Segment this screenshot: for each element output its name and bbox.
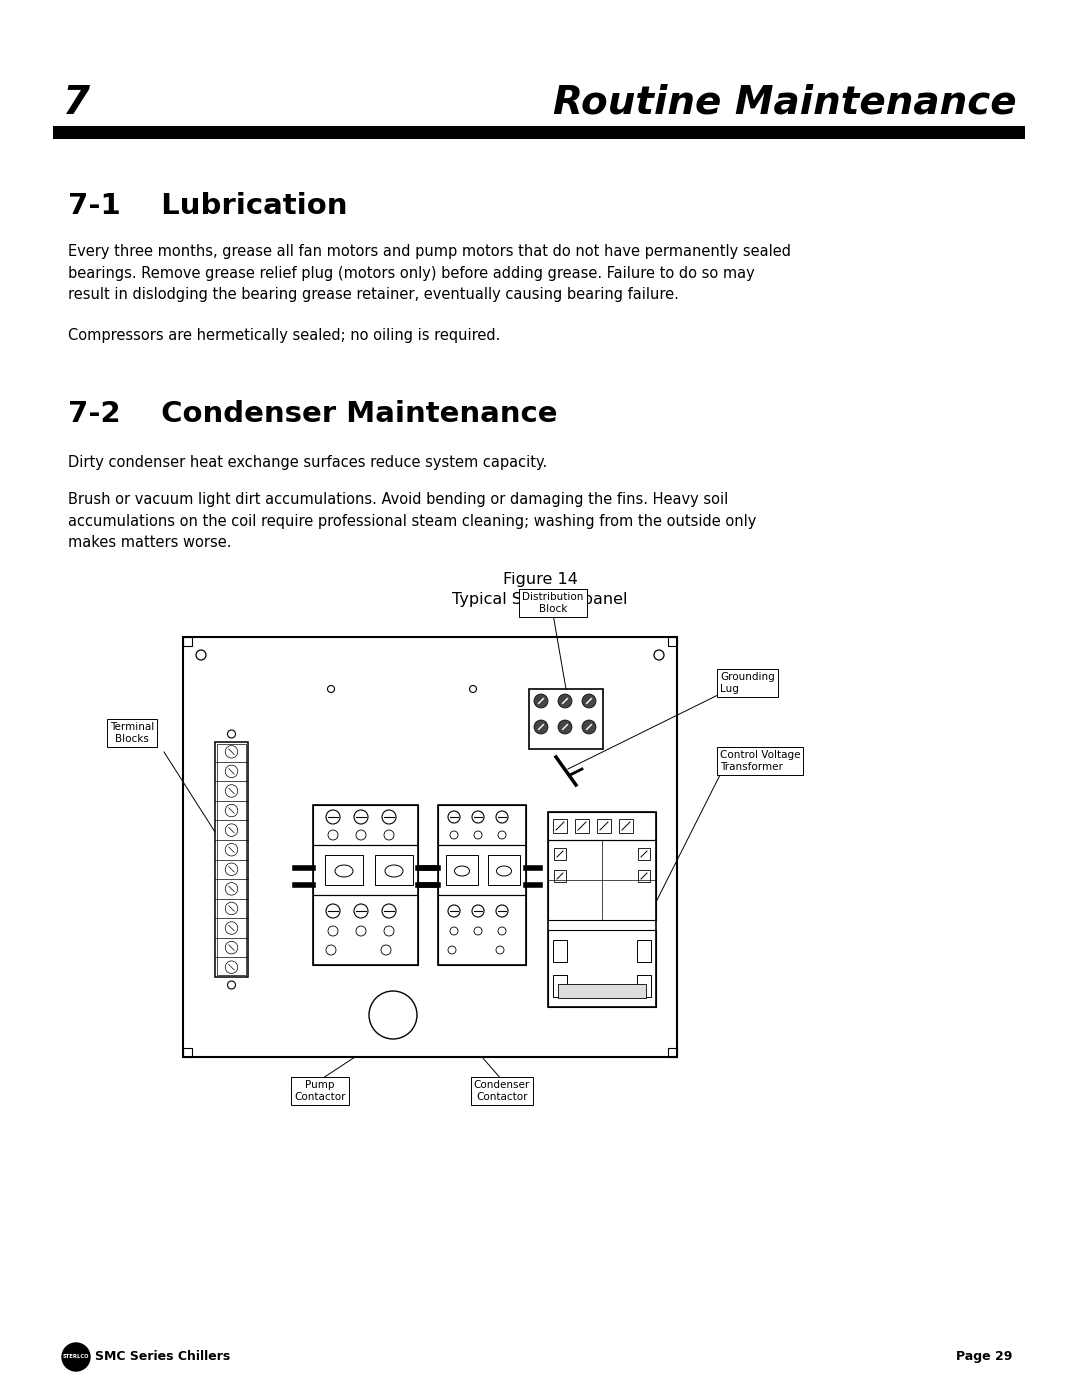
Circle shape — [582, 719, 596, 733]
Bar — [554, 870, 566, 882]
Bar — [313, 845, 418, 895]
Bar — [619, 819, 633, 833]
Bar — [548, 930, 656, 1007]
Bar — [375, 855, 413, 886]
Bar — [215, 742, 248, 977]
Circle shape — [534, 719, 548, 733]
Text: Pump
Contactor: Pump Contactor — [294, 1080, 346, 1102]
Circle shape — [558, 694, 572, 708]
Text: Every three months, grease all fan motors and pump motors that do not have perma: Every three months, grease all fan motor… — [68, 244, 791, 302]
Bar — [438, 895, 526, 965]
Bar — [637, 940, 651, 963]
Bar — [548, 812, 656, 1007]
Text: STERLCO: STERLCO — [63, 1355, 90, 1359]
Text: Typical SMC Subpanel: Typical SMC Subpanel — [453, 592, 627, 608]
Text: 7: 7 — [63, 84, 90, 122]
Bar — [313, 805, 418, 845]
Circle shape — [534, 694, 548, 708]
Text: SMC Series Chillers: SMC Series Chillers — [95, 1350, 230, 1363]
Bar — [529, 689, 603, 749]
Bar — [446, 855, 478, 886]
Bar — [575, 819, 589, 833]
Text: 7-1    Lubrication: 7-1 Lubrication — [68, 191, 348, 219]
Text: Terminal
Blocks: Terminal Blocks — [110, 722, 154, 743]
Text: Condenser
Contactor: Condenser Contactor — [474, 1080, 530, 1102]
Bar — [488, 855, 519, 886]
Bar — [638, 848, 650, 861]
Bar — [669, 637, 677, 645]
Bar — [548, 812, 656, 840]
Bar — [637, 975, 651, 997]
Bar — [554, 848, 566, 861]
Circle shape — [582, 694, 596, 708]
Circle shape — [62, 1343, 90, 1370]
Bar — [558, 983, 646, 997]
Circle shape — [558, 719, 572, 733]
Bar — [325, 855, 363, 886]
Bar — [553, 975, 567, 997]
Bar — [438, 805, 526, 845]
Bar — [183, 637, 677, 1058]
Text: Brush or vacuum light dirt accumulations. Avoid bending or damaging the fins. He: Brush or vacuum light dirt accumulations… — [68, 492, 756, 550]
Bar — [553, 819, 567, 833]
Text: 7-2    Condenser Maintenance: 7-2 Condenser Maintenance — [68, 400, 557, 427]
Bar — [438, 845, 526, 895]
Bar — [313, 895, 418, 965]
Text: Page 29: Page 29 — [956, 1350, 1012, 1363]
Bar — [313, 805, 418, 965]
Bar — [217, 745, 246, 975]
Bar — [548, 840, 656, 921]
Bar — [553, 940, 567, 963]
Text: Figure 14: Figure 14 — [502, 571, 578, 587]
Text: Routine Maintenance: Routine Maintenance — [553, 84, 1017, 122]
Bar — [438, 805, 526, 965]
Bar — [183, 637, 192, 645]
Bar — [669, 1048, 677, 1058]
Bar — [597, 819, 611, 833]
Text: Grounding
Lug: Grounding Lug — [720, 672, 774, 693]
Text: Distribution
Block: Distribution Block — [523, 592, 583, 615]
Bar — [53, 126, 1025, 138]
Bar — [638, 870, 650, 882]
Text: Dirty condenser heat exchange surfaces reduce system capacity.: Dirty condenser heat exchange surfaces r… — [68, 455, 548, 469]
Bar — [183, 1048, 192, 1058]
Text: Control Voltage
Transformer: Control Voltage Transformer — [720, 750, 800, 771]
Text: Compressors are hermetically sealed; no oiling is required.: Compressors are hermetically sealed; no … — [68, 328, 500, 344]
